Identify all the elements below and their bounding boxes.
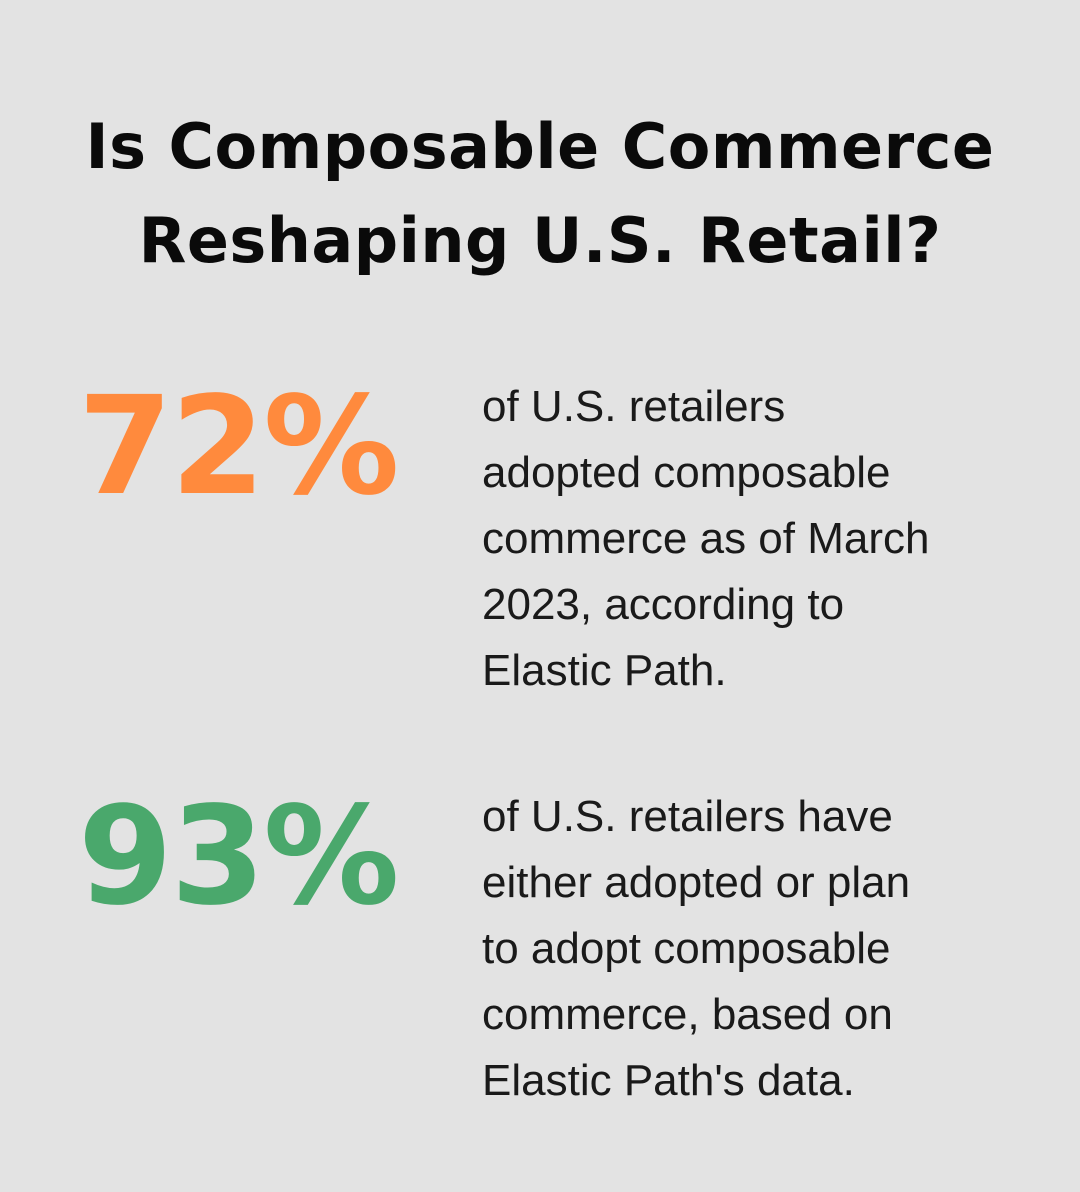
stat-description-line: commerce as of March xyxy=(482,514,930,563)
stat-description-line: Elastic Path's data. xyxy=(482,1056,855,1105)
stat-description-line: either adopted or plan xyxy=(482,858,911,907)
infographic-title: Is Composable Commerce Reshaping U.S. Re… xyxy=(40,100,1040,288)
stat-description-72: of U.S. retailers adopted composable com… xyxy=(482,374,1042,704)
stat-description-line: Elastic Path. xyxy=(482,646,727,695)
title-line-2: Reshaping U.S. Retail? xyxy=(138,204,942,277)
stat-description-line: of U.S. retailers have xyxy=(482,792,893,841)
stat-description-line: adopted composable xyxy=(482,448,891,497)
stat-value-72: 72% xyxy=(78,368,400,526)
stat-description-line: 2023, according to xyxy=(482,580,845,629)
stat-description-line: commerce, based on xyxy=(482,990,893,1039)
stat-description-93: of U.S. retailers have either adopted or… xyxy=(482,784,1042,1114)
title-line-1: Is Composable Commerce xyxy=(85,110,995,183)
stat-description-line: of U.S. retailers xyxy=(482,382,786,431)
stat-description-line: to adopt composable xyxy=(482,924,891,973)
stat-value-93: 93% xyxy=(78,778,400,936)
